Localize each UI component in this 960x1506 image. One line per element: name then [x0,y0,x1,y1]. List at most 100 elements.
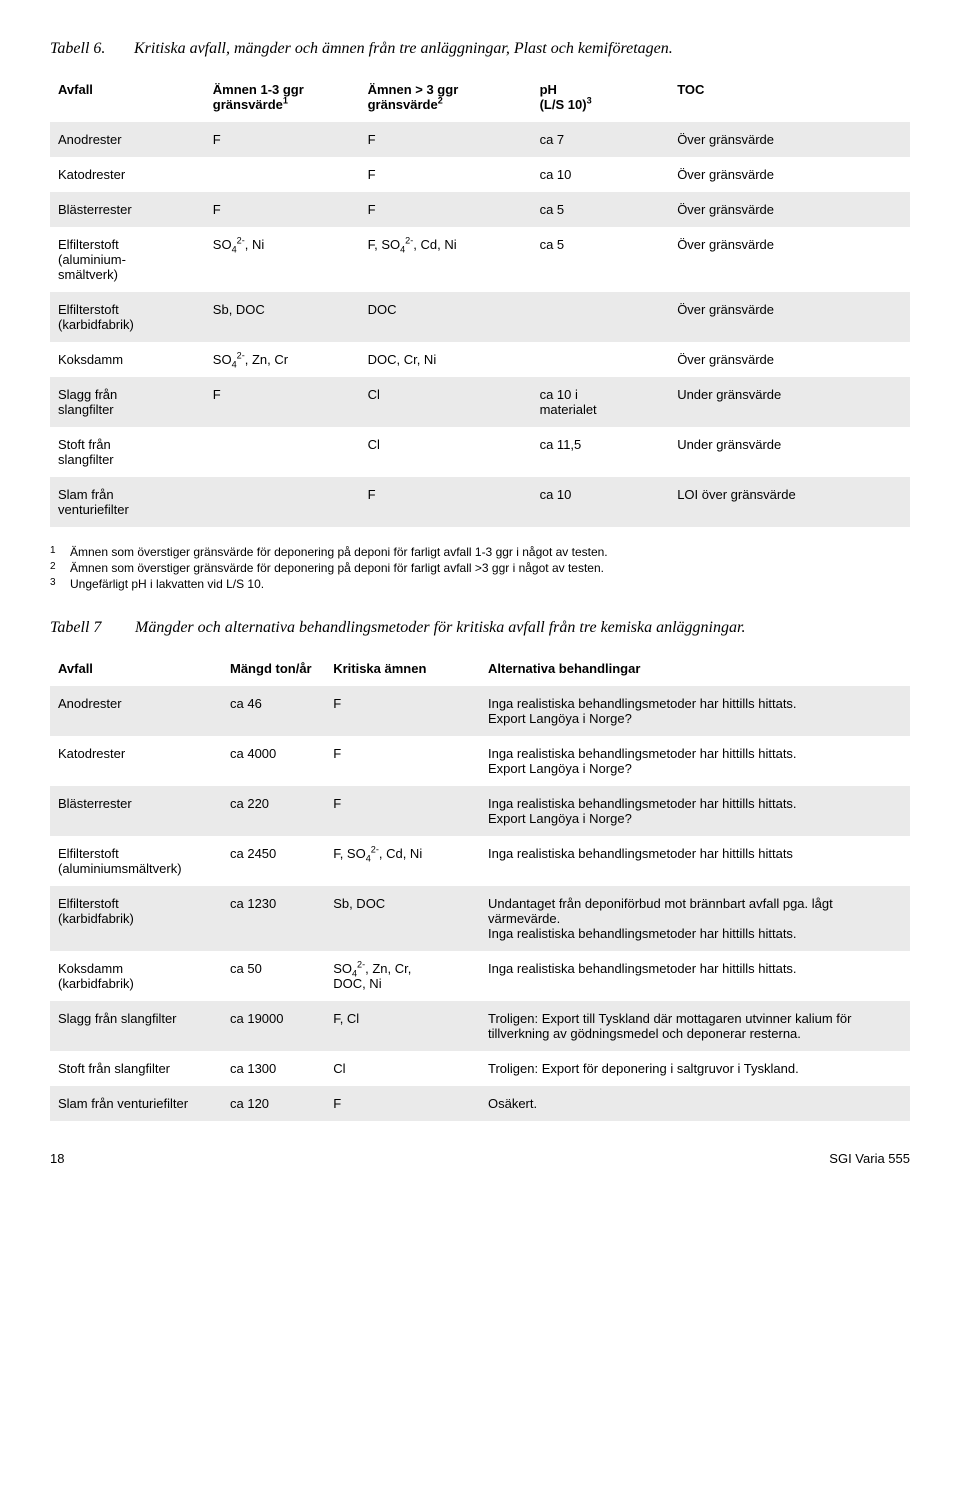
table-cell: Slam från venturiefilter [50,1086,222,1121]
table-cell: LOI över gränsvärde [669,477,910,527]
table-cell: Elfilterstoft(karbidfabrik) [50,886,222,951]
table-cell: Sb, DOC [325,886,480,951]
table-cell: ca 1300 [222,1051,325,1086]
t6-h-amn2: Ämnen > 3 ggr gränsvärde2 [360,72,532,122]
table-cell: Inga realistiska behandlingsmetoder har … [480,736,910,786]
table-cell: Under gränsvärde [669,377,910,427]
table-cell: DOC [360,292,532,342]
table-cell: Blästerrester [50,786,222,836]
table-cell: Inga realistiska behandlingsmetoder har … [480,686,910,736]
t7-h-avfall: Avfall [50,651,222,686]
table-cell: Anodrester [50,686,222,736]
table6-body: AnodresterFFca 7Över gränsvärdeKatodrest… [50,122,910,527]
table-row: Elfilterstoft(karbidfabrik)ca 1230Sb, DO… [50,886,910,951]
table-cell: ca 5 [532,192,670,227]
table-row: Slagg från slangfilterca 19000F, ClTroli… [50,1001,910,1051]
table-cell: Koksdamm [50,342,205,377]
table-cell: Över gränsvärde [669,227,910,292]
table-cell: ca 10 [532,157,670,192]
table-cell: ca 4000 [222,736,325,786]
table-cell: SO42-, Zn, Cr,DOC, Ni [325,951,480,1001]
table-cell: F [360,157,532,192]
table-cell: Över gränsvärde [669,122,910,157]
table-row: Anodresterca 46FInga realistiska behandl… [50,686,910,736]
table-cell: F [325,686,480,736]
table-cell: Cl [360,377,532,427]
table-cell: Över gränsvärde [669,157,910,192]
table-cell [532,292,670,342]
table-cell: F [325,786,480,836]
footnote-text: Ämnen som överstiger gränsvärde för depo… [70,561,910,575]
table6-footnotes: 1Ämnen som överstiger gränsvärde för dep… [50,545,910,591]
t7-h-alt: Alternativa behandlingar [480,651,910,686]
table-row: Elfilterstoft(aluminiumsmältverk)ca 2450… [50,836,910,886]
page-footer: 18 SGI Varia 555 [50,1151,910,1166]
table-row: KoksdammSO42-, Zn, CrDOC, Cr, NiÖver grä… [50,342,910,377]
table-cell: SO42-, Zn, Cr [205,342,360,377]
table-cell: ca 10 [532,477,670,527]
table-row: Slam från venturiefilterca 120FOsäkert. [50,1086,910,1121]
table-cell: F [360,122,532,157]
table-cell: ca 46 [222,686,325,736]
table-cell: Cl [325,1051,480,1086]
table-cell [205,477,360,527]
table6: Avfall Ämnen 1-3 ggr gränsvärde1 Ämnen >… [50,72,910,527]
table-row: Stoft frånslangfilterClca 11,5Under grän… [50,427,910,477]
page-number: 18 [50,1151,64,1166]
table-cell: Över gränsvärde [669,342,910,377]
footnote-text: Ämnen som överstiger gränsvärde för depo… [70,545,910,559]
table-cell: F [325,1086,480,1121]
table-cell: Stoft från slangfilter [50,1051,222,1086]
doc-id: SGI Varia 555 [829,1151,910,1166]
table-cell: ca 220 [222,786,325,836]
table-cell: Osäkert. [480,1086,910,1121]
table7: Avfall Mängd ton/år Kritiska ämnen Alter… [50,651,910,1121]
table-cell: Slam frånventuriefilter [50,477,205,527]
table-cell: ca 19000 [222,1001,325,1051]
table-cell: Inga realistiska behandlingsmetoder har … [480,786,910,836]
footnote: 2Ämnen som överstiger gränsvärde för dep… [50,561,910,575]
table-cell: Elfilterstoft(aluminium-smältverk) [50,227,205,292]
table-row: Katodresterca 4000FInga realistiska beha… [50,736,910,786]
table7-body: Anodresterca 46FInga realistiska behandl… [50,686,910,1121]
table-cell: ca 2450 [222,836,325,886]
table-cell: SO42-, Ni [205,227,360,292]
table-cell: ca 10 imaterialet [532,377,670,427]
table-cell: Koksdamm(karbidfabrik) [50,951,222,1001]
table-cell: F [360,192,532,227]
table-cell: ca 50 [222,951,325,1001]
t6-h-ph: pH (L/S 10)3 [532,72,670,122]
table-row: Koksdamm(karbidfabrik)ca 50SO42-, Zn, Cr… [50,951,910,1001]
table-cell [532,342,670,377]
table-cell: Över gränsvärde [669,192,910,227]
footnote-num: 3 [50,577,70,591]
table7-caption: Tabell 7 Mängder och alternativa behandl… [50,619,910,637]
table-cell: F, SO42-, Cd, Ni [325,836,480,886]
table-cell: Cl [360,427,532,477]
table-row: Slagg frånslangfilterFClca 10 imateriale… [50,377,910,427]
table6-caption-label: Tabell 6. [50,40,130,58]
table-cell: F, Cl [325,1001,480,1051]
table7-caption-label: Tabell 7 [50,619,135,637]
table-cell: ca 1230 [222,886,325,951]
table-cell: F [205,377,360,427]
table-cell: Under gränsvärde [669,427,910,477]
table-cell: Katodrester [50,736,222,786]
table-cell [205,157,360,192]
table-cell: Troligen: Export för deponering i saltgr… [480,1051,910,1086]
table-cell: Elfilterstoft(karbidfabrik) [50,292,205,342]
table-cell: F, SO42-, Cd, Ni [360,227,532,292]
t6-h-avfall: Avfall [50,72,205,122]
table-cell: Inga realistiska behandlingsmetoder har … [480,951,910,1001]
footnote-text: Ungefärligt pH i lakvatten vid L/S 10. [70,577,910,591]
table-cell: F [360,477,532,527]
table-cell: Sb, DOC [205,292,360,342]
table-row: Slam frånventuriefilter Fca 10LOI över gr… [50,477,910,527]
table-cell: ca 7 [532,122,670,157]
table-row: Blästerresterca 220FInga realistiska beh… [50,786,910,836]
table-cell: Över gränsvärde [669,292,910,342]
table-row: BlästerresterFFca 5Över gränsvärde [50,192,910,227]
table-row: Stoft från slangfilterca 1300ClTroligen:… [50,1051,910,1086]
table-cell: Troligen: Export till Tyskland där motta… [480,1001,910,1051]
table-row: KatodresterFca 10Över gränsvärde [50,157,910,192]
